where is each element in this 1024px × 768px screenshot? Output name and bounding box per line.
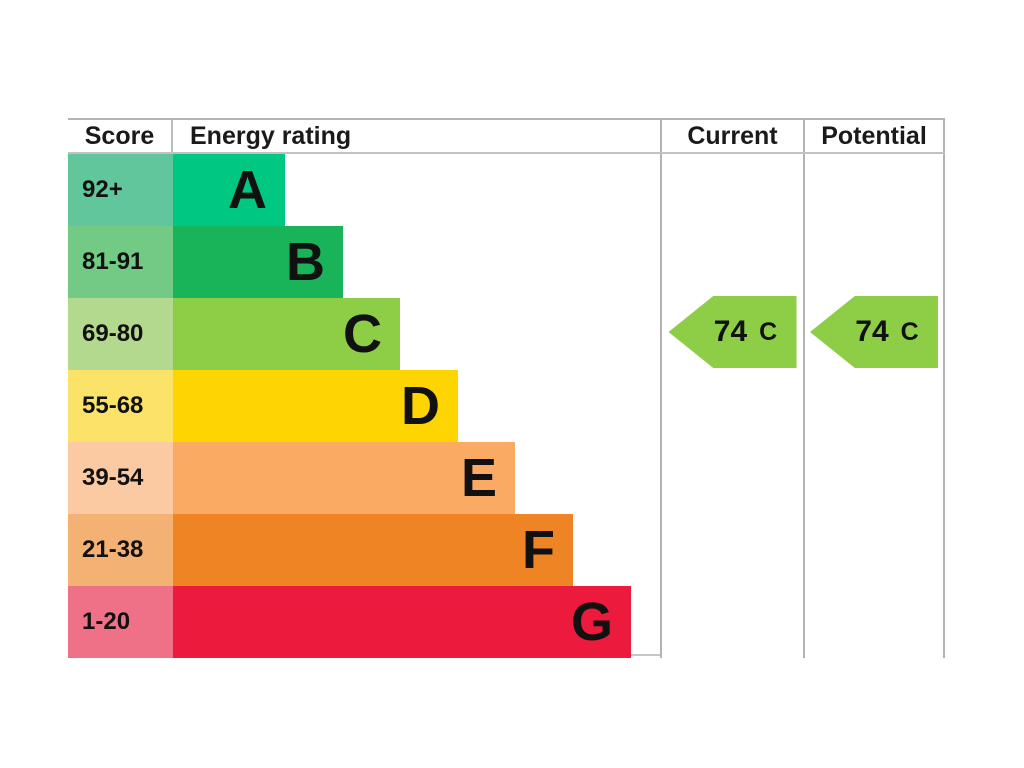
band-letter-g: G: [570, 592, 613, 652]
band-row-f: 21-38 F: [68, 514, 660, 586]
band-bar-f: F: [173, 514, 573, 586]
current-rating-arrow: 74 C: [668, 296, 797, 368]
chart-header-row: Score Energy rating Current Potential: [68, 120, 945, 154]
current-column: 74 C: [660, 154, 805, 658]
score-range-b: 81-91: [68, 226, 173, 298]
band-bar-g: G: [173, 586, 631, 658]
band-letter-d: D: [401, 376, 440, 436]
energy-rating-column-header: Energy rating: [190, 121, 352, 150]
score-range-c: 69-80: [68, 298, 173, 370]
potential-score-value: 74: [855, 315, 889, 348]
band-letter-c: C: [343, 304, 382, 364]
score-column-header: Score: [68, 120, 173, 152]
rating-bands: 92+ A 81-91 B 69-80 C: [68, 154, 660, 658]
score-range-g: 1-20: [68, 586, 173, 658]
band-letter-e: E: [460, 448, 497, 508]
band-row-c: 69-80 C: [68, 298, 660, 370]
band-letter-b: B: [286, 232, 325, 292]
potential-band-letter: C: [900, 317, 919, 346]
band-bar-a: A: [173, 154, 285, 226]
score-range-e: 39-54: [68, 442, 173, 514]
band-row-b: 81-91 B: [68, 226, 660, 298]
current-column-header: Current: [660, 120, 805, 152]
score-range-a: 92+: [68, 154, 173, 226]
potential-column: 74 C: [805, 154, 945, 658]
band-row-d: 55-68 D: [68, 370, 660, 442]
potential-rating-arrow: 74 C: [810, 296, 938, 368]
band-bar-c: C: [173, 298, 400, 370]
band-letter-f: F: [522, 520, 555, 580]
epc-rating-chart: Score Energy rating Current Potential 92…: [68, 118, 945, 658]
score-range-f: 21-38: [68, 514, 173, 586]
current-band-letter: C: [759, 317, 778, 346]
band-row-g: 1-20 G: [68, 586, 660, 658]
band-bar-b: B: [173, 226, 343, 298]
band-row-a: 92+ A: [68, 154, 660, 226]
current-score-value: 74: [713, 315, 748, 348]
band-row-e: 39-54 E: [68, 442, 660, 514]
band-bar-d: D: [173, 370, 458, 442]
score-range-d: 55-68: [68, 370, 173, 442]
potential-column-header: Potential: [805, 120, 945, 152]
band-bar-e: E: [173, 442, 515, 514]
band-letter-a: A: [228, 160, 267, 220]
chart-body: 92+ A 81-91 B 69-80 C: [68, 154, 945, 658]
